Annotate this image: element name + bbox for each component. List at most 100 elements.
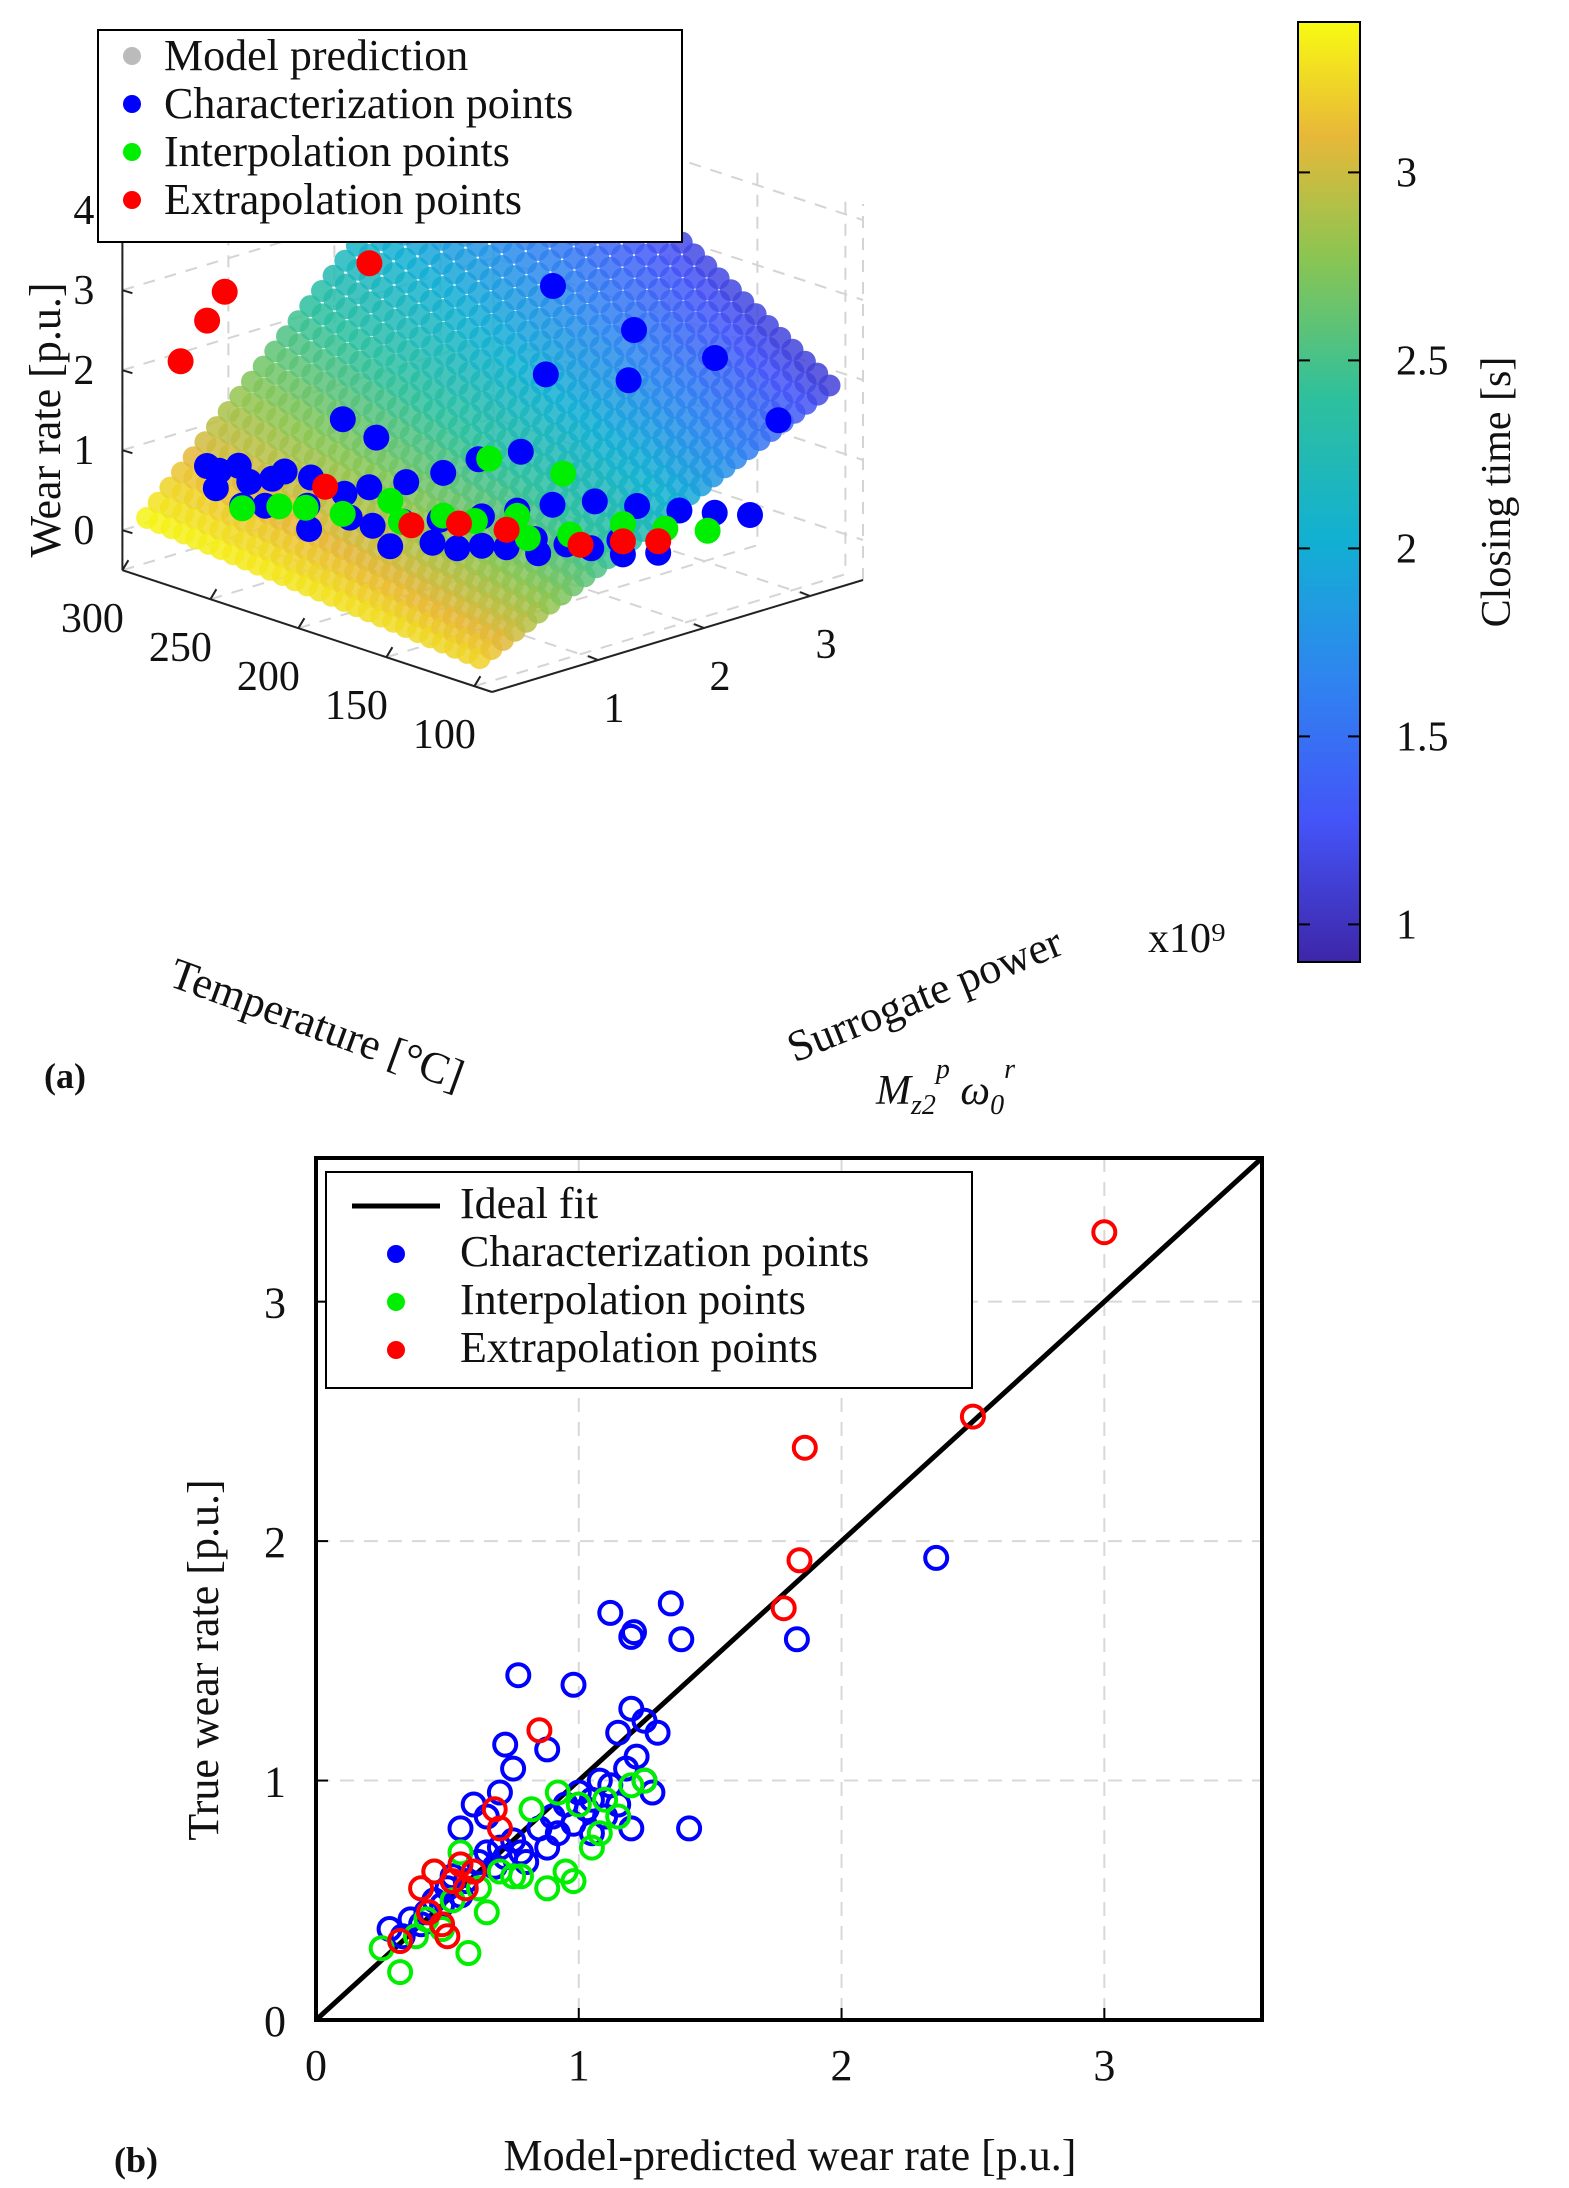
scatter-point xyxy=(605,1803,632,1830)
extrapolation-point xyxy=(167,348,194,375)
grid-line-wear xyxy=(122,177,864,301)
characterization-point xyxy=(621,317,647,343)
extrapolation-point xyxy=(211,278,238,305)
scatter-point xyxy=(518,1796,545,1823)
scatter-point xyxy=(1091,1219,1118,1246)
characterization-point xyxy=(363,424,390,451)
tick-mark-temperature xyxy=(209,588,218,600)
colorbar-label: Closing time [s] xyxy=(1474,357,1520,628)
scatter-point xyxy=(473,1899,500,1926)
scatter-point xyxy=(578,1820,605,1847)
scatter-point xyxy=(500,1755,527,1782)
tick-label-temperature: 300 xyxy=(61,596,124,642)
axis-line xyxy=(122,569,493,693)
interpolation-point xyxy=(476,445,503,472)
legend-b-label: Ideal fit xyxy=(460,1179,598,1228)
grid-line-wear xyxy=(122,97,864,221)
panel-label-b: (b) xyxy=(114,2140,158,2180)
extrapolation-point xyxy=(609,528,636,555)
scatter-point xyxy=(534,1875,561,1902)
scatter-point xyxy=(460,1791,487,1818)
grid-line-temperature xyxy=(298,140,671,630)
axis-label-temperature: Temperature [°C] xyxy=(163,949,470,1101)
characterization-point xyxy=(737,502,763,528)
colorbar: 1 1.5 2 2.5 3 Closing time [s] xyxy=(1297,21,1520,963)
tick-label-x: 2 xyxy=(831,2041,853,2090)
scatter-point xyxy=(560,1671,587,1698)
scatter-point xyxy=(578,1834,605,1861)
scatter-point xyxy=(618,1772,645,1799)
characterization-point xyxy=(393,469,420,496)
plot-b-frame xyxy=(314,1156,1264,2022)
measured-points xyxy=(167,78,792,568)
tick-mark-power xyxy=(799,591,811,597)
scatter-point xyxy=(387,1928,414,1954)
characterization-point xyxy=(377,533,404,560)
characterization-point xyxy=(539,491,566,518)
scatter-point xyxy=(455,1940,482,1966)
scatter-point xyxy=(492,1731,519,1758)
legend-b-marker xyxy=(387,1245,405,1263)
scatter-point xyxy=(959,1403,986,1430)
tick-label-wear: 3 xyxy=(73,268,94,314)
characterization-point xyxy=(444,535,471,562)
tick-label-y: 3 xyxy=(264,1279,286,1328)
scatter-point xyxy=(631,1767,658,1794)
tick-label-y: 0 xyxy=(264,1997,286,2046)
extrapolation-point xyxy=(493,516,520,543)
legend-b-label: Interpolation points xyxy=(460,1275,806,1324)
colorbar-tick-label: 2 xyxy=(1396,526,1417,572)
legend-b-marker xyxy=(387,1293,405,1311)
scatter-point xyxy=(623,1743,650,1770)
colorbar-tick-label: 2.5 xyxy=(1396,338,1449,384)
legend-b-label: Extrapolation points xyxy=(460,1323,818,1372)
tick-label-power: 3 xyxy=(816,622,837,668)
characterization-point xyxy=(468,532,495,559)
interpolation-point xyxy=(292,494,319,521)
extrapolation-point xyxy=(567,531,594,558)
characterization-point xyxy=(356,474,383,501)
tick-mark-power xyxy=(587,655,599,661)
scatter-point xyxy=(657,1590,684,1617)
tick-label-x: 1 xyxy=(568,2041,590,2090)
scatter-point xyxy=(526,1717,553,1744)
tick-label-y: 2 xyxy=(264,1518,286,1567)
axis-line xyxy=(491,579,864,693)
surrogate-power-formula: Mz2p ω0r xyxy=(875,1054,1015,1120)
tick-mark-temperature xyxy=(297,617,306,629)
characterization-point xyxy=(540,273,566,299)
interpolation-point xyxy=(229,495,256,522)
legend-a-label: Interpolation points xyxy=(164,127,510,176)
colorbar-tick-label: 1 xyxy=(1396,902,1417,948)
tick-label-x: 0 xyxy=(305,2041,327,2090)
colorbar-tick-label: 3 xyxy=(1396,150,1417,196)
characterization-point xyxy=(236,468,263,495)
tick-mark-temperature xyxy=(473,675,482,687)
scatter-point xyxy=(631,1707,658,1734)
characterization-point xyxy=(271,458,298,485)
scatter-point xyxy=(486,1815,513,1842)
extrapolation-point xyxy=(398,512,425,539)
characterization-point xyxy=(329,406,356,433)
scatter-point xyxy=(605,1791,632,1818)
tick-label-temperature: 250 xyxy=(149,625,212,671)
characterization-point xyxy=(581,488,608,515)
plot-b-points xyxy=(368,1219,1118,1986)
characterization-point xyxy=(615,367,642,394)
tick-mark-wear xyxy=(122,369,133,375)
plot-b-ticks: 0 1 2 3 0 1 2 3 xyxy=(264,1279,1115,2090)
scatter-point xyxy=(544,1779,571,1806)
legend-a-box xyxy=(97,29,683,243)
extrapolation-point xyxy=(312,473,339,500)
legend-a-marker xyxy=(123,95,141,113)
tick-label-wear: 0 xyxy=(73,508,94,554)
characterization-point xyxy=(702,345,728,371)
panel-label-a: (a) xyxy=(44,1056,86,1096)
scatter-point xyxy=(676,1815,703,1842)
legend-b-label: Characterization points xyxy=(460,1227,869,1276)
surface-point xyxy=(818,374,841,397)
legend-a-label: Model prediction xyxy=(164,31,468,80)
scatter-point xyxy=(605,1719,632,1746)
